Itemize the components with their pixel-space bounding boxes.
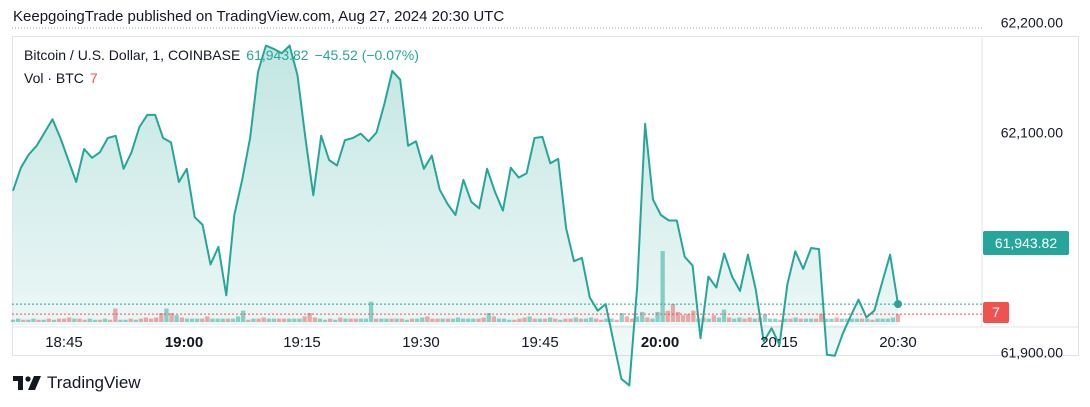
volume-bar: [762, 314, 768, 322]
y-tick-label: 62,200.00: [1001, 15, 1063, 31]
legend-price: 61,943.82: [246, 47, 309, 63]
price-line: [12, 44, 899, 387]
last-price-badge: 61,943.82: [983, 231, 1069, 255]
volume-bar: [619, 313, 624, 322]
volume-bar: [609, 318, 614, 322]
volume-bar: [773, 318, 778, 322]
volume-bar: [834, 317, 839, 322]
y-tick-label: 62,100.00: [1001, 125, 1063, 141]
tradingview-logo-icon: [13, 376, 41, 390]
volume-bar: [824, 318, 829, 322]
x-tick-label: 19:15: [283, 334, 321, 351]
volume-bar: [844, 318, 849, 322]
tradingview-logo[interactable]: TradingView: [13, 373, 141, 393]
last-price-dot: [894, 300, 902, 309]
volume-bar: [614, 319, 619, 322]
x-tick-label: 19:00: [165, 334, 203, 351]
x-tick-label: 18:45: [45, 334, 83, 351]
y-tick-label: 61,900.00: [1001, 345, 1063, 361]
volume-bar: [10, 319, 16, 322]
x-tick-label: 20:00: [641, 334, 679, 351]
last-volume-badge: 7: [983, 302, 1009, 323]
volume-bar: [829, 318, 834, 322]
volume-label: Vol · BTC: [24, 70, 84, 86]
chart-frame[interactable]: [12, 36, 1079, 356]
volume-bar: [839, 318, 844, 322]
volume-bar: [767, 318, 773, 322]
chart-legend[interactable]: Bitcoin / U.S. Dollar, 1, COINBASE 61,943…: [24, 47, 419, 63]
x-tick-label: 19:45: [521, 334, 559, 351]
brand-name: TradingView: [47, 373, 141, 392]
volume-bar: [629, 318, 635, 322]
legend-change: −45.52 (−0.07%): [314, 47, 419, 63]
symbol-label: Bitcoin / U.S. Dollar, 1, COINBASE: [24, 47, 241, 63]
volume-value: 7: [89, 70, 98, 86]
volume-bar: [778, 319, 783, 322]
x-tick-label: 20:30: [879, 334, 917, 351]
volume-legend[interactable]: Vol · BTC 7: [24, 70, 98, 86]
x-tick-label: 20:15: [760, 334, 798, 351]
x-tick-label: 19:30: [402, 334, 440, 351]
publisher-line: KeepgoingTrade published on TradingView.…: [13, 8, 505, 25]
volume-bar: [624, 316, 629, 322]
